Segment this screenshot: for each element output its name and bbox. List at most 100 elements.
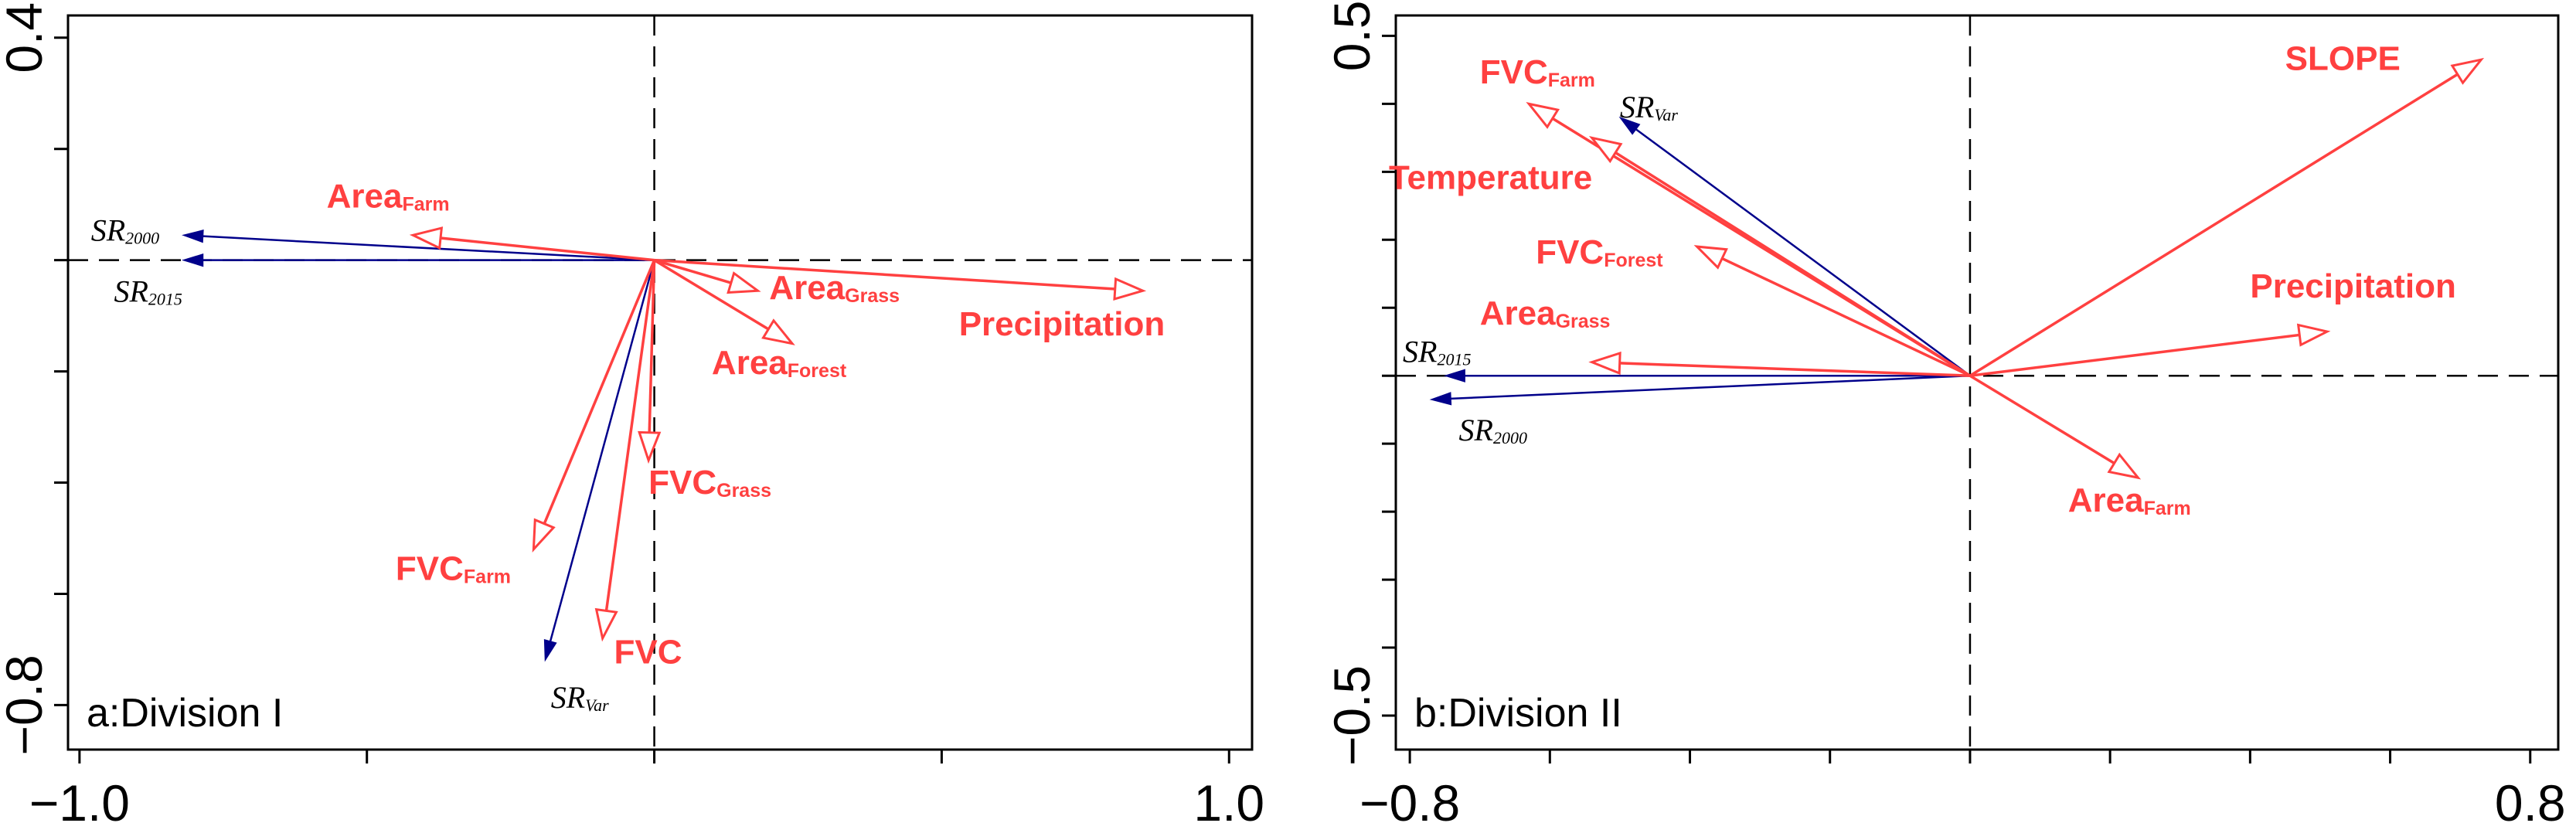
panel-label: a:Division I	[87, 691, 283, 736]
env-vector-line	[648, 260, 656, 433]
species-vector-arrowhead	[1443, 369, 1465, 383]
y-tick-label: 0.5	[1323, 1, 1380, 72]
env-label: FVCFarm	[396, 549, 511, 587]
env-vector-line	[1969, 333, 2300, 377]
env-label: AreaFarm	[327, 177, 450, 215]
env-label-sub: Forest	[788, 360, 847, 382]
env-vector-arrowhead	[761, 318, 795, 345]
species-label: SR2000	[91, 213, 159, 247]
env-label-main: Area	[327, 177, 403, 215]
env-label-main: SLOPE	[2285, 39, 2401, 77]
env-label-main: FVC	[648, 464, 716, 502]
env-label-sub: Farm	[1548, 70, 1595, 91]
species-vector-arrowhead	[182, 230, 204, 243]
species-label-main: SR	[1459, 413, 1493, 447]
env-label-sub: Farm	[464, 566, 511, 587]
species-label-sub: 2000	[1493, 428, 1527, 447]
species-label-sub: Var	[585, 695, 609, 715]
env-label: AreaGrass	[1480, 294, 1611, 332]
env-vector-arrowhead	[409, 226, 444, 250]
x-tick-label: 1.0	[1193, 774, 1264, 831]
species-label-sub: 2015	[1437, 350, 1471, 369]
species-label-main: SR	[1620, 90, 1654, 124]
env-label-sub: Farm	[2144, 498, 2191, 519]
species-label: SRVar	[1620, 90, 1678, 124]
env-vector-arrowhead	[1588, 135, 1623, 164]
env-label-main: FVC	[1536, 233, 1604, 271]
species-vector-line	[202, 235, 655, 261]
env-vector-line	[604, 260, 656, 611]
env-vector-arrowhead	[2107, 452, 2142, 480]
env-label: SLOPE	[2285, 39, 2401, 77]
env-label-main: FVC	[1480, 53, 1548, 91]
env-vector-arrowhead	[1526, 102, 1560, 129]
env-label-main: Temperature	[1389, 158, 1592, 196]
species-vector-arrowhead	[1618, 116, 1641, 135]
species-vector-arrowhead	[182, 253, 204, 267]
env-label: Temperature	[1389, 158, 1592, 196]
y-tick-label: 0.4	[0, 2, 53, 73]
env-vector-arrowhead	[532, 518, 556, 553]
species-label-sub: 2000	[125, 228, 159, 247]
env-vector-line	[1615, 151, 1971, 377]
env-vector-arrowhead	[594, 607, 618, 642]
env-label: AreaGrass	[769, 269, 900, 307]
env-vector-line	[543, 259, 656, 525]
env-label: FVCForest	[1536, 233, 1663, 271]
env-label: FVCGrass	[648, 464, 771, 502]
species-label-main: SR	[1403, 335, 1437, 369]
env-label-main: FVC	[396, 549, 464, 587]
env-label-main: Area	[712, 344, 788, 382]
env-label: Precipitation	[959, 305, 1165, 343]
panel-label: b:Division II	[1414, 691, 1622, 736]
env-label: Precipitation	[2250, 267, 2456, 305]
species-label: SR2000	[1459, 413, 1527, 447]
x-tick-label: −0.8	[1359, 774, 1460, 831]
species-vector-arrowhead	[1429, 392, 1452, 406]
env-label: FVC	[614, 633, 682, 671]
env-vector-line	[1721, 257, 1971, 377]
env-vector-line	[1969, 374, 2115, 464]
env-vector-arrowhead	[2450, 57, 2485, 85]
species-label-main: SR	[91, 213, 125, 247]
panel-a: −1.0 1.0−0.80.4a:Division ISR2000SR2015SR…	[0, 2, 1264, 831]
env-label-main: Precipitation	[2250, 267, 2456, 305]
env-vector-line	[1619, 362, 1971, 377]
x-tick-label: −1.0	[29, 774, 130, 831]
env-label-main: Area	[2068, 481, 2144, 519]
env-label-main: Precipitation	[959, 305, 1165, 343]
env-label-sub: Grass	[1556, 311, 1611, 332]
species-label-sub: Var	[1654, 105, 1678, 124]
env-label: AreaForest	[712, 344, 847, 382]
env-vector-line	[654, 258, 1115, 291]
env-label-main: Area	[1480, 294, 1556, 332]
env-vector-arrowhead	[1693, 245, 1728, 270]
env-vector-arrowhead	[1588, 351, 1621, 376]
env-label-sub: Grass	[845, 285, 900, 307]
env-vector-line	[653, 259, 770, 331]
species-vector-line	[1451, 374, 1970, 400]
species-label-main: SR	[551, 680, 585, 715]
plot-frame	[66, 14, 1254, 751]
env-vector-arrowhead	[638, 430, 662, 464]
species-vector-line	[549, 260, 655, 642]
env-label: AreaFarm	[2068, 481, 2191, 519]
env-label-main: Area	[769, 269, 845, 307]
env-vector-line	[654, 258, 732, 284]
env-vector-arrowhead	[727, 271, 761, 294]
x-tick-label: 0.8	[2495, 774, 2566, 831]
env-label-sub: Forest	[1604, 250, 1663, 271]
species-vector-arrowhead	[543, 638, 557, 662]
env-label-sub: Grass	[716, 480, 771, 502]
env-vector-arrowhead	[1113, 277, 1147, 301]
env-vector-arrowhead	[2296, 323, 2331, 347]
env-label-sub: Farm	[403, 193, 450, 215]
species-label-sub: 2015	[148, 290, 182, 309]
env-vector-line	[1969, 73, 2459, 377]
y-tick-label: −0.8	[0, 655, 53, 755]
species-label: SRVar	[551, 680, 609, 715]
env-label-main: FVC	[614, 633, 682, 671]
plot-frame	[1394, 14, 2560, 751]
